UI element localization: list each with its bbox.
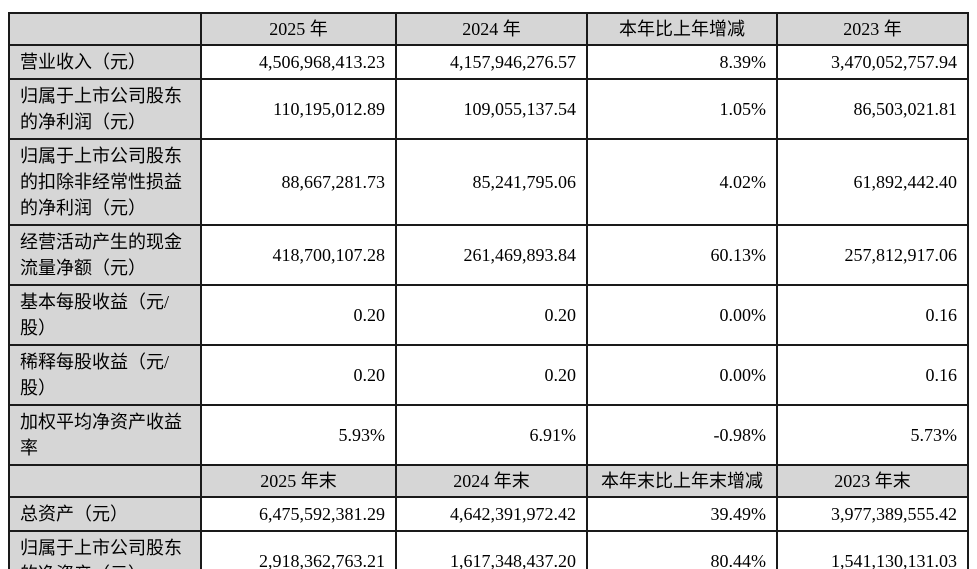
- column-header: 2023 年: [776, 12, 969, 46]
- row-label: 归属于上市公司股东的净资产（元）: [8, 530, 202, 569]
- value-cell: 0.20: [395, 284, 588, 346]
- financial-summary-table: 2025 年 2024 年本年比上年增减 2023 年营业收入（元） 4,506,96…: [8, 12, 969, 569]
- column-header: 2023 年末: [776, 464, 969, 498]
- value-cell: 257,812,917.06: [776, 224, 969, 286]
- financial-table-body: 2025 年 2024 年本年比上年增减 2023 年营业收入（元） 4,506,96…: [8, 12, 969, 569]
- table-row: 加权平均净资产收益率 5.93% 6.91% -0.98% 5.73%: [8, 404, 969, 466]
- value-cell: 80.44%: [586, 530, 778, 569]
- value-cell: 4,157,946,276.57: [395, 44, 588, 80]
- table-row: 基本每股收益（元/股） 0.20 0.20 0.00% 0.16: [8, 284, 969, 346]
- value-cell: 110,195,012.89: [200, 78, 397, 140]
- column-header: 2025 年末: [200, 464, 397, 498]
- value-cell: 5.93%: [200, 404, 397, 466]
- value-cell: 3,470,052,757.94: [776, 44, 969, 80]
- column-header: 2025 年: [200, 12, 397, 46]
- value-cell: 2,918,362,763.21: [200, 530, 397, 569]
- value-cell: 0.00%: [586, 344, 778, 406]
- value-cell: 0.16: [776, 284, 969, 346]
- row-label: 加权平均净资产收益率: [8, 404, 202, 466]
- value-cell: 4,506,968,413.23: [200, 44, 397, 80]
- value-cell: 0.20: [200, 344, 397, 406]
- row-label: 基本每股收益（元/股）: [8, 284, 202, 346]
- value-cell: -0.98%: [586, 404, 778, 466]
- value-cell: 6.91%: [395, 404, 588, 466]
- value-cell: 109,055,137.54: [395, 78, 588, 140]
- value-cell: 61,892,442.40: [776, 138, 969, 226]
- table-row: 总资产（元） 6,475,592,381.29 4,642,391,972.42 39…: [8, 496, 969, 532]
- row-label: 归属于上市公司股东的扣除非经常性损益的净利润（元）: [8, 138, 202, 226]
- row-label: 营业收入（元）: [8, 44, 202, 80]
- row-label: 稀释每股收益（元/股）: [8, 344, 202, 406]
- value-cell: 4.02%: [586, 138, 778, 226]
- table-row: 归属于上市公司股东的净利润（元） 110,195,012.89 109,055,13…: [8, 78, 969, 140]
- row-label: 总资产（元）: [8, 496, 202, 532]
- table-row: 经营活动产生的现金流量净额（元） 418,700,107.28 261,469,89…: [8, 224, 969, 286]
- row-label: 经营活动产生的现金流量净额（元）: [8, 224, 202, 286]
- value-cell: 6,475,592,381.29: [200, 496, 397, 532]
- table-row: 归属于上市公司股东的净资产（元）2,918,362,763.211,617,34…: [8, 530, 969, 569]
- column-header: 本年比上年增减: [586, 12, 778, 46]
- value-cell: 1,617,348,437.20: [395, 530, 588, 569]
- table-row: 归属于上市公司股东的扣除非经常性损益的净利润（元） 88,667,281.73 85…: [8, 138, 969, 226]
- value-cell: 1,541,130,131.03: [776, 530, 969, 569]
- value-cell: 88,667,281.73: [200, 138, 397, 226]
- value-cell: 85,241,795.06: [395, 138, 588, 226]
- column-header: 2024 年: [395, 12, 588, 46]
- table-row: 营业收入（元） 4,506,968,413.23 4,157,946,276.57 8…: [8, 44, 969, 80]
- value-cell: 8.39%: [586, 44, 778, 80]
- header-row: 2025 年末 2024 年末 本年末比上年末增减 2023 年末: [8, 464, 969, 498]
- table-row: 稀释每股收益（元/股） 0.20 0.20 0.00% 0.16: [8, 344, 969, 406]
- header-row: 2025 年 2024 年本年比上年增减 2023 年: [8, 12, 969, 46]
- value-cell: 0.20: [395, 344, 588, 406]
- value-cell: 0.00%: [586, 284, 778, 346]
- value-cell: 1.05%: [586, 78, 778, 140]
- value-cell: 3,977,389,555.42: [776, 496, 969, 532]
- value-cell: 86,503,021.81: [776, 78, 969, 140]
- header-cell-empty: [8, 464, 202, 498]
- column-header: 2024 年末: [395, 464, 588, 498]
- value-cell: 4,642,391,972.42: [395, 496, 588, 532]
- column-header: 本年末比上年末增减: [586, 464, 778, 498]
- value-cell: 5.73%: [776, 404, 969, 466]
- row-label: 归属于上市公司股东的净利润（元）: [8, 78, 202, 140]
- value-cell: 0.20: [200, 284, 397, 346]
- value-cell: 0.16: [776, 344, 969, 406]
- header-cell-empty: [8, 12, 202, 46]
- value-cell: 418,700,107.28: [200, 224, 397, 286]
- value-cell: 39.49%: [586, 496, 778, 532]
- value-cell: 60.13%: [586, 224, 778, 286]
- value-cell: 261,469,893.84: [395, 224, 588, 286]
